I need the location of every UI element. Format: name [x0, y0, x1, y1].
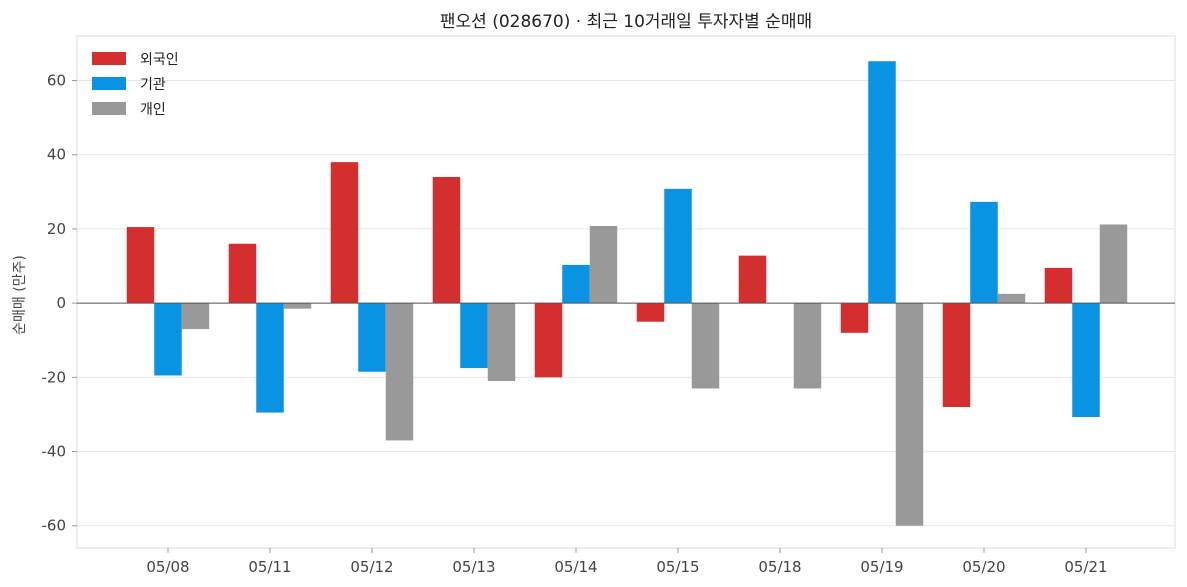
x-axis-ticks: 05/08 05/11 05/12 05/13 05/14 05/15 05/18 05/19…	[146, 548, 1108, 576]
legend-label: 기관	[140, 77, 166, 93]
y-tick-label: 60	[47, 72, 66, 90]
bar	[154, 303, 182, 376]
x-tick-label: 05/12	[350, 558, 393, 576]
plot-frame	[76, 35, 1176, 549]
y-tick-label: 20	[47, 220, 66, 238]
bar	[358, 303, 386, 372]
bar	[793, 303, 822, 389]
bar	[997, 293, 1026, 304]
x-tick-label: 05/14	[554, 558, 597, 576]
bar	[562, 264, 590, 304]
y-tick-label: -60	[42, 517, 67, 535]
bar	[330, 162, 359, 304]
x-tick-label: 05/21	[1064, 558, 1107, 576]
y-axis-label: 순매매 (만주)	[12, 255, 28, 335]
legend-label: 외국인	[140, 52, 179, 68]
bars	[77, 61, 1175, 526]
legend-swatch	[92, 52, 126, 65]
legend-swatch	[92, 102, 126, 115]
bar	[256, 303, 284, 413]
bar	[691, 303, 720, 389]
y-tick-label: -40	[42, 443, 67, 461]
bar	[1099, 224, 1128, 304]
bar	[534, 303, 563, 378]
x-tick-label: 05/20	[962, 558, 1005, 576]
legend-swatch	[92, 77, 126, 90]
bar	[970, 201, 998, 304]
bar	[228, 243, 257, 304]
bar	[181, 303, 210, 330]
bar	[895, 303, 924, 526]
bar	[840, 303, 869, 333]
x-tick-label: 05/08	[146, 558, 189, 576]
bar	[385, 303, 414, 441]
bar	[432, 176, 461, 304]
bar	[283, 303, 312, 309]
y-tick-label: 0	[56, 294, 66, 312]
y-tick-label: 40	[47, 146, 66, 164]
y-tick-label: -20	[42, 368, 67, 386]
legend-label: 개인	[140, 102, 166, 118]
bar	[126, 227, 155, 304]
x-tick-label: 05/15	[656, 558, 699, 576]
x-tick-label: 05/18	[758, 558, 801, 576]
bar	[636, 303, 665, 322]
bar	[589, 225, 618, 304]
bar	[1072, 303, 1100, 418]
bar	[942, 303, 971, 408]
bar	[460, 303, 488, 369]
bar	[738, 255, 767, 304]
bar	[664, 188, 692, 304]
bar	[1044, 267, 1073, 304]
x-tick-label: 05/11	[248, 558, 291, 576]
y-axis-ticks: -60 -40 -20 0 20 40 60	[42, 72, 77, 535]
x-tick-label: 05/13	[452, 558, 495, 576]
bar	[868, 61, 896, 304]
chart-title: 팬오션 (028670) · 최근 10거래일 투자자별 순매매	[440, 12, 812, 32]
bar	[487, 303, 516, 382]
x-tick-label: 05/19	[860, 558, 903, 576]
